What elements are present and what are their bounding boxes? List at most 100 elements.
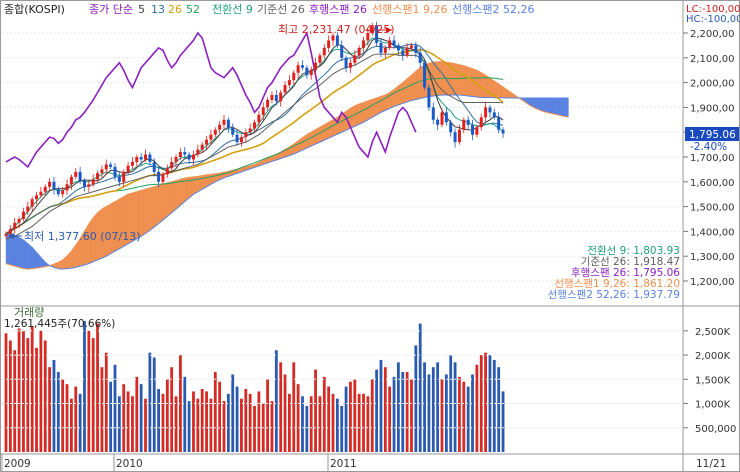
cloud-segment — [162, 182, 168, 221]
candle-body — [218, 124, 222, 130]
candle-body — [287, 80, 291, 86]
volume-bar — [436, 362, 440, 452]
candle-body — [26, 206, 30, 212]
candle-body — [257, 114, 261, 123]
candle-body — [274, 95, 278, 102]
volume-bar — [122, 384, 126, 452]
volume-bar — [139, 384, 143, 452]
volume-bar — [4, 333, 8, 452]
candle-body — [78, 171, 82, 181]
candle-body — [409, 45, 413, 48]
volume-bar — [366, 396, 370, 452]
volume-bar — [479, 355, 483, 452]
price-tick-label: 1,600,00 — [690, 178, 735, 189]
volume-bar — [52, 359, 56, 452]
candle-body — [362, 40, 366, 48]
volume-bar — [288, 393, 291, 452]
candle-body — [161, 174, 165, 182]
cloud-segment — [167, 181, 172, 217]
price-tick-label: 2,000,00 — [690, 79, 735, 90]
legend-ma52: 52 — [186, 3, 200, 16]
cloud-segment — [154, 185, 159, 228]
volume-bar — [292, 362, 296, 452]
candle-body — [270, 95, 274, 100]
cloud-segment — [380, 94, 386, 113]
price-tick-label: 1,300,00 — [690, 252, 735, 263]
candle-body — [187, 154, 191, 160]
candle-body — [261, 107, 265, 115]
candle-body — [61, 190, 65, 195]
candle-body — [239, 137, 243, 143]
volume-bar — [17, 328, 21, 452]
volume-bar — [453, 362, 457, 452]
volume-tick-label: 2,500K — [695, 327, 731, 338]
candle-body — [436, 119, 440, 125]
volume-bar — [296, 384, 300, 452]
time-tick-label: 11/21 — [696, 458, 726, 470]
volume-bar — [270, 401, 274, 452]
volume-bar — [401, 372, 405, 452]
candle-body — [52, 181, 56, 190]
volume-bar — [43, 340, 47, 452]
volume-bar — [497, 367, 501, 452]
candle-body — [423, 62, 427, 88]
legend-span2: 선행스팬2 52,26 — [452, 3, 534, 16]
span1-line — [5, 61, 569, 270]
volume-bar — [314, 369, 317, 452]
price-tick-label: 1,200,00 — [690, 277, 735, 288]
candle-body — [375, 25, 379, 43]
candle-body — [379, 42, 383, 53]
candle-body — [13, 222, 17, 229]
candle-body — [35, 195, 39, 200]
cloud-segment — [175, 179, 181, 210]
candle-body — [340, 45, 344, 58]
cloud-segment — [18, 237, 24, 269]
indicator-value-label: 선행스팬1 9,26: 1,861.20 — [554, 278, 680, 290]
cloud-segment — [10, 233, 15, 267]
cloud-segment — [328, 119, 334, 139]
price-tick-label: 1,500,00 — [690, 203, 735, 214]
candle-body — [414, 45, 418, 53]
volume-bar — [39, 330, 43, 452]
candle-body — [327, 40, 331, 48]
volume-bar — [466, 386, 470, 452]
candle-body — [405, 47, 409, 56]
volume-bar — [22, 330, 25, 452]
candle-body — [178, 152, 182, 157]
volume-bar — [344, 386, 348, 452]
cloud-segment — [563, 97, 569, 118]
volume-bar — [279, 362, 283, 452]
volume-bar — [161, 393, 165, 452]
volume-tick-label: 500,000 — [695, 424, 736, 435]
candle-body — [144, 154, 148, 160]
volume-bar — [113, 364, 117, 452]
candle-body — [4, 233, 8, 236]
cloud-segment — [463, 65, 469, 97]
price-tick-label: 2,200,00 — [690, 29, 735, 40]
cloud-segment — [485, 74, 491, 98]
cloud-segment — [363, 100, 369, 123]
candle-body — [231, 127, 235, 135]
cloud-segment — [459, 64, 464, 96]
candle-body — [318, 55, 322, 63]
candle-body — [248, 128, 252, 133]
candle-body — [104, 164, 108, 170]
candle-body — [335, 35, 339, 46]
candle-body — [457, 129, 461, 143]
candle-body — [65, 184, 69, 191]
candle-body — [226, 119, 230, 128]
cloud-segment — [149, 186, 155, 231]
legend-tenkan: 전환선 9 — [212, 3, 253, 16]
candle-body — [462, 119, 466, 130]
candle-body — [497, 117, 501, 130]
candle-body — [82, 180, 86, 187]
legend-ma5: 5 — [138, 3, 145, 16]
candle-body — [353, 55, 357, 63]
indicator-value-label: 후행스팬 26: 1,795.06 — [571, 267, 680, 279]
change-label: -2.40% — [690, 141, 727, 153]
volume-bar — [240, 398, 243, 452]
volume-bar — [244, 388, 248, 452]
cloud-segment — [354, 103, 360, 127]
candle-body — [109, 164, 113, 167]
